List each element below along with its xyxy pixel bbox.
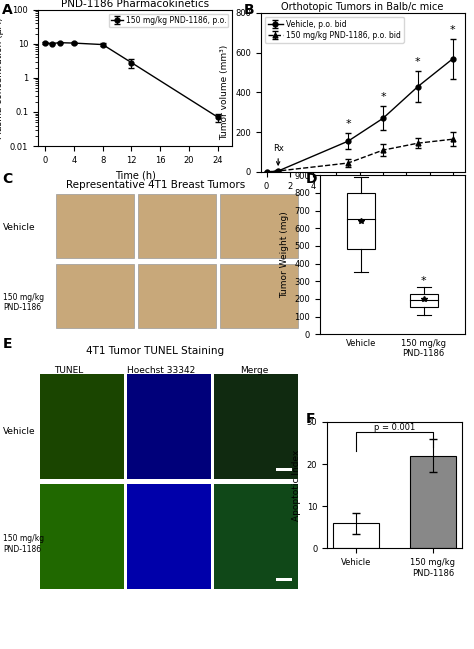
Bar	[276, 468, 292, 471]
Bar	[346, 193, 375, 249]
X-axis label: Time (h): Time (h)	[115, 170, 155, 180]
Bar	[40, 374, 124, 479]
Text: Representative 4T1 Breast Tumors: Representative 4T1 Breast Tumors	[65, 180, 245, 190]
Text: 150 mg/kg
PND-1186: 150 mg/kg PND-1186	[3, 534, 44, 554]
Bar	[40, 484, 124, 589]
Text: Merge: Merge	[240, 367, 269, 376]
Y-axis label: Tumor volume (mm³): Tumor volume (mm³)	[220, 45, 229, 140]
Text: F: F	[306, 412, 315, 426]
Text: Vehicle: Vehicle	[3, 427, 36, 436]
Y-axis label: Apoptotic Index: Apoptotic Index	[292, 450, 301, 520]
Text: *: *	[421, 276, 427, 286]
Text: Hoechst 33342: Hoechst 33342	[128, 367, 196, 376]
Text: E: E	[2, 337, 12, 352]
X-axis label: Days: Days	[350, 196, 375, 206]
Y-axis label: Tumor Weight (mg): Tumor Weight (mg)	[280, 212, 289, 298]
Bar	[410, 456, 456, 548]
Bar	[220, 194, 298, 258]
Text: 150 mg/kg
PND-1186: 150 mg/kg PND-1186	[3, 293, 44, 312]
Text: *: *	[415, 56, 421, 67]
Bar	[410, 295, 438, 307]
Legend: 150 mg/kg PND-1186, p.o.: 150 mg/kg PND-1186, p.o.	[109, 14, 228, 27]
Text: Rx: Rx	[273, 144, 283, 165]
Bar	[128, 484, 211, 589]
Text: TUNEL: TUNEL	[54, 367, 83, 376]
Text: 4T1 Tumor TUNEL Staining: 4T1 Tumor TUNEL Staining	[86, 347, 224, 356]
Text: *: *	[380, 92, 386, 103]
Bar	[56, 194, 134, 258]
Legend: Vehicle, p.o. bid, 150 mg/kg PND-1186, p.o. bid: Vehicle, p.o. bid, 150 mg/kg PND-1186, p…	[264, 17, 404, 43]
Title: PND-1186 Pharmacokinetics: PND-1186 Pharmacokinetics	[61, 0, 209, 9]
Bar	[56, 264, 134, 328]
Text: *: *	[345, 119, 351, 129]
Y-axis label: Plasma concentration (μM): Plasma concentration (μM)	[0, 17, 4, 139]
Bar	[128, 374, 211, 479]
Bar	[333, 523, 379, 548]
Bar	[220, 264, 298, 328]
Bar	[276, 578, 292, 582]
Bar	[138, 194, 216, 258]
Text: D: D	[306, 172, 317, 186]
Title: Orthotopic Tumors in Balb/c mice: Orthotopic Tumors in Balb/c mice	[282, 2, 444, 12]
Text: A: A	[2, 3, 13, 18]
Bar	[214, 374, 298, 479]
Text: p = 0.001: p = 0.001	[374, 422, 415, 432]
Text: C: C	[2, 172, 13, 186]
Bar	[138, 264, 216, 328]
Text: B: B	[244, 3, 255, 18]
Bar	[214, 484, 298, 589]
Text: *: *	[450, 25, 456, 35]
Text: Vehicle: Vehicle	[3, 223, 36, 232]
